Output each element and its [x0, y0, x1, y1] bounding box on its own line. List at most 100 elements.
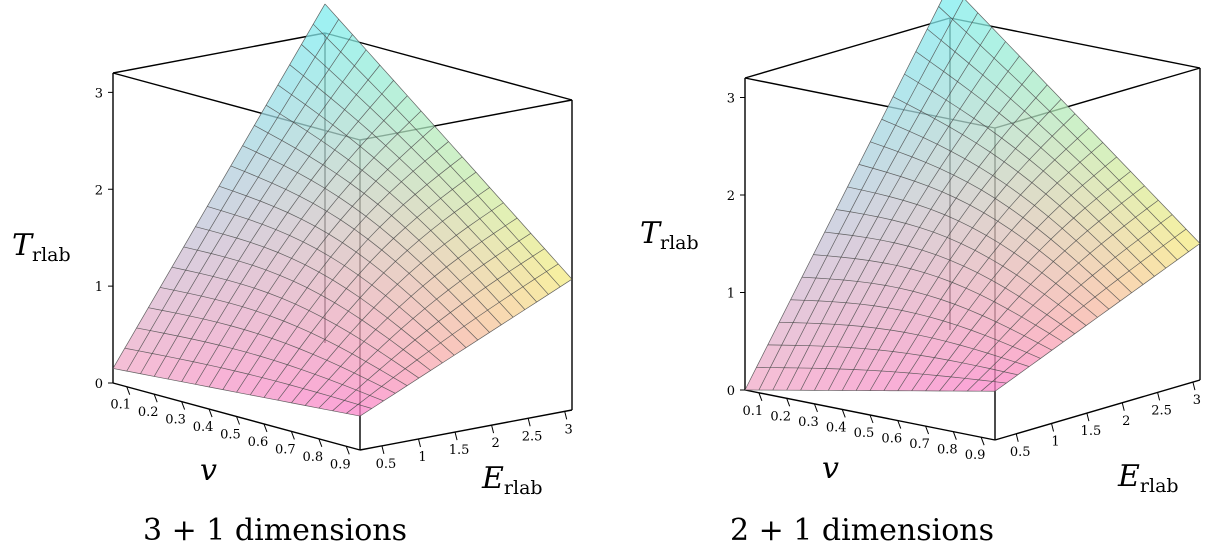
- surface-patch: [824, 209, 850, 234]
- surface-patch: [952, 266, 978, 289]
- y-tick-mark: [491, 425, 495, 434]
- surface-patch: [861, 168, 887, 194]
- surface-patch: [1117, 270, 1144, 293]
- z-axis-title-subscript: rlab: [660, 232, 699, 254]
- surface-patch: [285, 326, 312, 349]
- surface-patch: [770, 345, 796, 368]
- surface-patch: [1138, 231, 1164, 254]
- surface-patch: [291, 388, 317, 406]
- surface-patch: [960, 91, 986, 119]
- surface-patch: [411, 136, 437, 162]
- surface-patch: [806, 300, 833, 324]
- y-tick-label: 3: [565, 422, 573, 437]
- surface-patch: [271, 321, 298, 344]
- surface-patch: [790, 277, 816, 301]
- x-tick-mark: [869, 414, 874, 424]
- surface-patch: [426, 321, 453, 343]
- surface-patch: [915, 29, 942, 62]
- surface-patch: [493, 225, 520, 249]
- surface-patch: [896, 246, 922, 269]
- surface-patch: [1058, 294, 1084, 315]
- surface-patch: [938, 260, 964, 283]
- surface-gridline: [359, 278, 573, 417]
- surface-patch: [181, 361, 208, 385]
- surface-patch: [234, 352, 261, 375]
- surface-patch: [957, 63, 983, 92]
- surface-patch: [962, 118, 988, 144]
- surface-patch: [1001, 346, 1027, 363]
- x-tick-mark: [925, 425, 930, 435]
- surface-patch: [162, 290, 188, 314]
- x-axis-title: v: [822, 451, 839, 486]
- surface-patch: [878, 330, 905, 352]
- surface-patch: [903, 181, 929, 205]
- surface-patch: [403, 339, 429, 360]
- surface-patch: [834, 302, 860, 326]
- surface-patch: [413, 161, 439, 185]
- x-tick-mark: [813, 403, 818, 413]
- surface-patch: [829, 257, 855, 281]
- z-tick-label: 2: [727, 189, 735, 204]
- surface-patch: [873, 285, 900, 308]
- surface-patch: [183, 226, 210, 251]
- x-tick-mark: [980, 437, 985, 446]
- surface-patch: [336, 311, 363, 334]
- surface-patch: [426, 175, 453, 199]
- surface-patch: [399, 296, 425, 319]
- surface-patch: [1095, 288, 1121, 310]
- y-axis-title: Erlab: [1117, 459, 1179, 497]
- surface-patch: [216, 302, 243, 326]
- surface-patch: [273, 343, 300, 365]
- surface-patch: [154, 356, 180, 380]
- surface-patch: [287, 196, 314, 220]
- surface-patch: [1049, 99, 1075, 125]
- surface-patch: [1091, 142, 1117, 167]
- surface-patch: [1067, 262, 1093, 285]
- surface-patch: [393, 227, 419, 251]
- surface-patch: [1021, 70, 1048, 98]
- surface-patch: [260, 183, 286, 207]
- surface-patch: [978, 152, 1005, 176]
- surface-patch: [1146, 200, 1173, 224]
- surface-gridline: [966, 214, 1173, 392]
- chart-panel-3plus1: 0 1 2 3 0.1 0.2 0.3 0.4 0.5 0.6 0.7 0.8 0.9 0.5 1 1.5 2 2…: [12, 3, 573, 548]
- surface-patch: [320, 279, 347, 303]
- surface-patch: [201, 276, 227, 300]
- surface-patch: [939, 151, 965, 176]
- surface-patch: [1073, 208, 1099, 231]
- surface-patch: [113, 348, 139, 372]
- surface-patch: [1054, 149, 1080, 173]
- surface-patch: [283, 304, 310, 327]
- x-tick-label: 0.3: [798, 415, 819, 430]
- surface-patch: [772, 367, 799, 391]
- z-axis-title-subscript: rlab: [32, 244, 71, 266]
- surface-patch: [268, 113, 294, 141]
- surface-patch: [959, 330, 985, 349]
- surface-patch: [920, 337, 946, 358]
- surface-patch: [450, 303, 476, 327]
- surface-patch: [173, 270, 200, 294]
- surface-patch: [301, 203, 327, 227]
- surface-patch: [909, 111, 935, 138]
- surface-patch: [745, 367, 771, 391]
- x-tick-label: 0.4: [826, 420, 847, 435]
- surface-patch: [958, 205, 984, 228]
- surface-patch: [856, 370, 882, 391]
- surface-gridline: [994, 243, 1201, 392]
- surface-patch: [199, 253, 225, 277]
- surface-patch: [1038, 111, 1064, 137]
- surface-patch: [311, 164, 337, 189]
- surface-patch: [258, 158, 284, 184]
- surface-patch: [148, 287, 174, 311]
- surface-gridline: [938, 6, 1189, 252]
- surface-patch: [1096, 189, 1122, 213]
- surface-patch: [432, 244, 459, 268]
- surface-patch: [495, 248, 521, 272]
- surface-patch: [326, 346, 353, 367]
- y-tick-label: 1.5: [1081, 424, 1102, 439]
- surface-patch: [232, 329, 259, 353]
- surface-patch: [836, 186, 862, 212]
- x-tick-mark: [126, 386, 131, 395]
- surface-patch: [990, 357, 1016, 372]
- surface-patch: [837, 325, 863, 348]
